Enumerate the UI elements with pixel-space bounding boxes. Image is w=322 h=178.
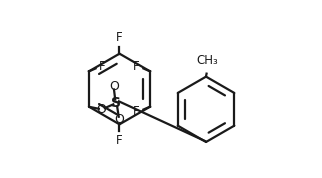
Text: O: O: [97, 103, 107, 116]
Text: S: S: [111, 96, 121, 110]
Text: O: O: [109, 80, 119, 93]
Text: F: F: [116, 31, 123, 44]
Text: F: F: [99, 60, 106, 73]
Text: O: O: [114, 113, 124, 126]
Text: F: F: [133, 60, 140, 73]
Text: F: F: [116, 134, 123, 147]
Text: F: F: [133, 105, 140, 118]
Text: CH₃: CH₃: [196, 54, 218, 67]
